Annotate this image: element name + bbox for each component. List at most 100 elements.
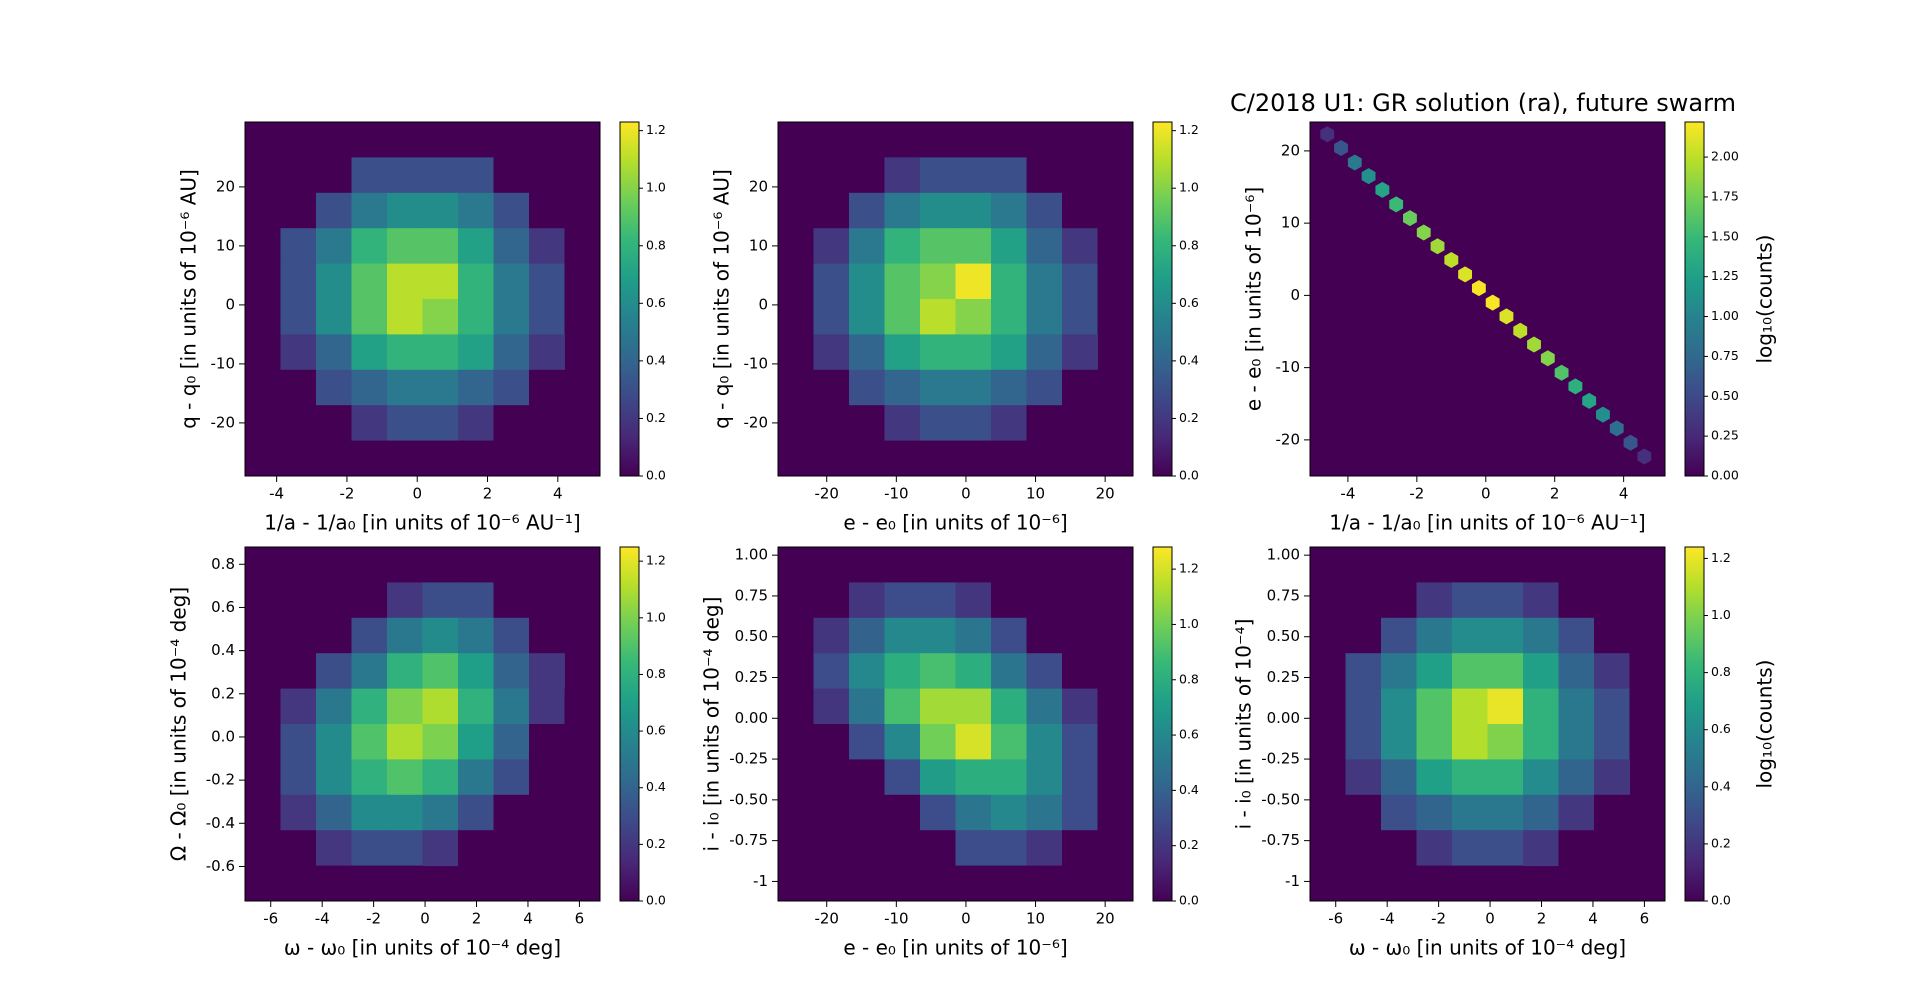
hex-cell — [884, 369, 921, 406]
hex-cell — [955, 440, 992, 477]
hex-cell — [351, 405, 388, 442]
y-tick-label: 0 — [758, 295, 768, 313]
hex-cell — [991, 653, 1027, 690]
hex-cell — [920, 157, 956, 194]
hex-cell — [1381, 830, 1417, 867]
hex-cell — [849, 617, 885, 654]
hex-cell — [1097, 688, 1134, 725]
hex-cell — [1629, 688, 1666, 725]
hex-cell — [1623, 434, 1638, 451]
hex-cell — [1416, 724, 1453, 760]
hex-cell — [280, 299, 317, 335]
hex-cell — [991, 582, 1027, 619]
hex-cell — [884, 724, 921, 760]
x-tick-label: 10 — [1026, 485, 1045, 503]
colorbar — [619, 546, 640, 902]
hex-cell — [1345, 653, 1382, 690]
hex-cell — [884, 688, 921, 725]
hex-cell — [351, 369, 388, 406]
y-tick-label: 0.2 — [211, 684, 235, 702]
hex-cell — [1452, 794, 1488, 831]
hex-cell — [458, 334, 494, 371]
hex-cell — [991, 794, 1027, 831]
x-tick-label: -2 — [366, 910, 381, 928]
y-tick-label: 0.25 — [735, 668, 768, 686]
hex-cell — [280, 724, 317, 760]
hex-cell — [1558, 759, 1595, 796]
hex-cell — [529, 724, 565, 760]
y-tick-label: -0.25 — [729, 750, 768, 768]
hex-cell — [955, 157, 992, 194]
hex-cell — [920, 369, 956, 406]
y-tick-label: -1 — [1285, 872, 1300, 890]
hex-cell — [1381, 617, 1417, 654]
hex-cell — [1381, 688, 1417, 725]
hex-cell — [778, 653, 814, 690]
hex-cell — [1487, 653, 1524, 690]
hex-cell — [458, 157, 494, 194]
y-axis-label: i - i₀ [in units of 10⁻⁴ deg] — [700, 597, 724, 852]
hex-cell — [813, 263, 850, 300]
hex-cell — [1310, 688, 1346, 725]
hex-cell — [458, 724, 494, 760]
hex-cell — [351, 617, 388, 654]
hex-cell — [493, 582, 530, 619]
hex-cell — [1062, 830, 1098, 867]
hex-cell — [245, 688, 281, 725]
hex-cell — [1381, 653, 1417, 690]
hex-cell — [1487, 794, 1524, 831]
y-tick-label: 0 — [1290, 286, 1300, 304]
hex-cell — [920, 299, 956, 335]
hex-cell — [493, 299, 530, 335]
hex-cell — [280, 688, 317, 725]
hex-cell — [1487, 865, 1524, 902]
hex-cell — [422, 547, 459, 583]
y-tick-label: 0.00 — [735, 709, 768, 727]
hex-cell — [991, 334, 1027, 371]
x-tick-label: -6 — [263, 910, 278, 928]
hex-cell — [1487, 759, 1524, 796]
colorbar — [1684, 546, 1705, 902]
hex-cell — [1523, 759, 1559, 796]
x-tick-label: -10 — [884, 485, 909, 503]
hex-cell — [1345, 724, 1382, 760]
hex-cell — [458, 830, 494, 867]
colorbar-tick-label: 0.8 — [1711, 664, 1731, 679]
hex-cell — [1523, 688, 1559, 725]
hex-cell — [493, 794, 530, 831]
hex-cell — [458, 263, 494, 300]
hex-cell — [316, 192, 352, 229]
hex-cell — [1026, 688, 1063, 725]
colorbar-tick-label: 0.6 — [1179, 727, 1199, 742]
hex-cell — [1594, 794, 1630, 831]
hex-cell — [849, 369, 885, 406]
hex-cell — [813, 724, 850, 760]
hex-cell — [493, 157, 530, 194]
hex-cell — [458, 440, 494, 477]
hex-cell — [920, 263, 956, 300]
x-axis-label: e - e₀ [in units of 10⁻⁶] — [843, 511, 1067, 535]
hex-cell — [1334, 140, 1348, 157]
hex-cell — [778, 263, 814, 300]
hex-cell — [991, 263, 1027, 300]
hex-cell — [955, 405, 992, 442]
colorbar-tick-label: 1.25 — [1711, 268, 1739, 283]
hex-cell — [1062, 653, 1098, 690]
hex-cell — [849, 547, 885, 583]
hex-cell — [955, 299, 992, 335]
hex-cell — [955, 830, 992, 867]
x-tick-label: 4 — [1619, 485, 1629, 503]
hex-cell — [1416, 224, 1431, 241]
hex-cell — [387, 122, 423, 158]
hex-cell — [813, 369, 850, 406]
x-tick-label: 6 — [575, 910, 585, 928]
hex-cell — [458, 688, 494, 725]
hex-cell — [280, 228, 317, 265]
hex-cell — [387, 830, 423, 867]
hex-cell — [1523, 653, 1559, 690]
hex-cell — [849, 724, 885, 760]
x-tick-label: 10 — [1026, 910, 1045, 928]
y-tick-label: -0.6 — [206, 857, 235, 875]
hex-cell — [1540, 350, 1555, 367]
y-tick-label: 0 — [225, 295, 235, 313]
